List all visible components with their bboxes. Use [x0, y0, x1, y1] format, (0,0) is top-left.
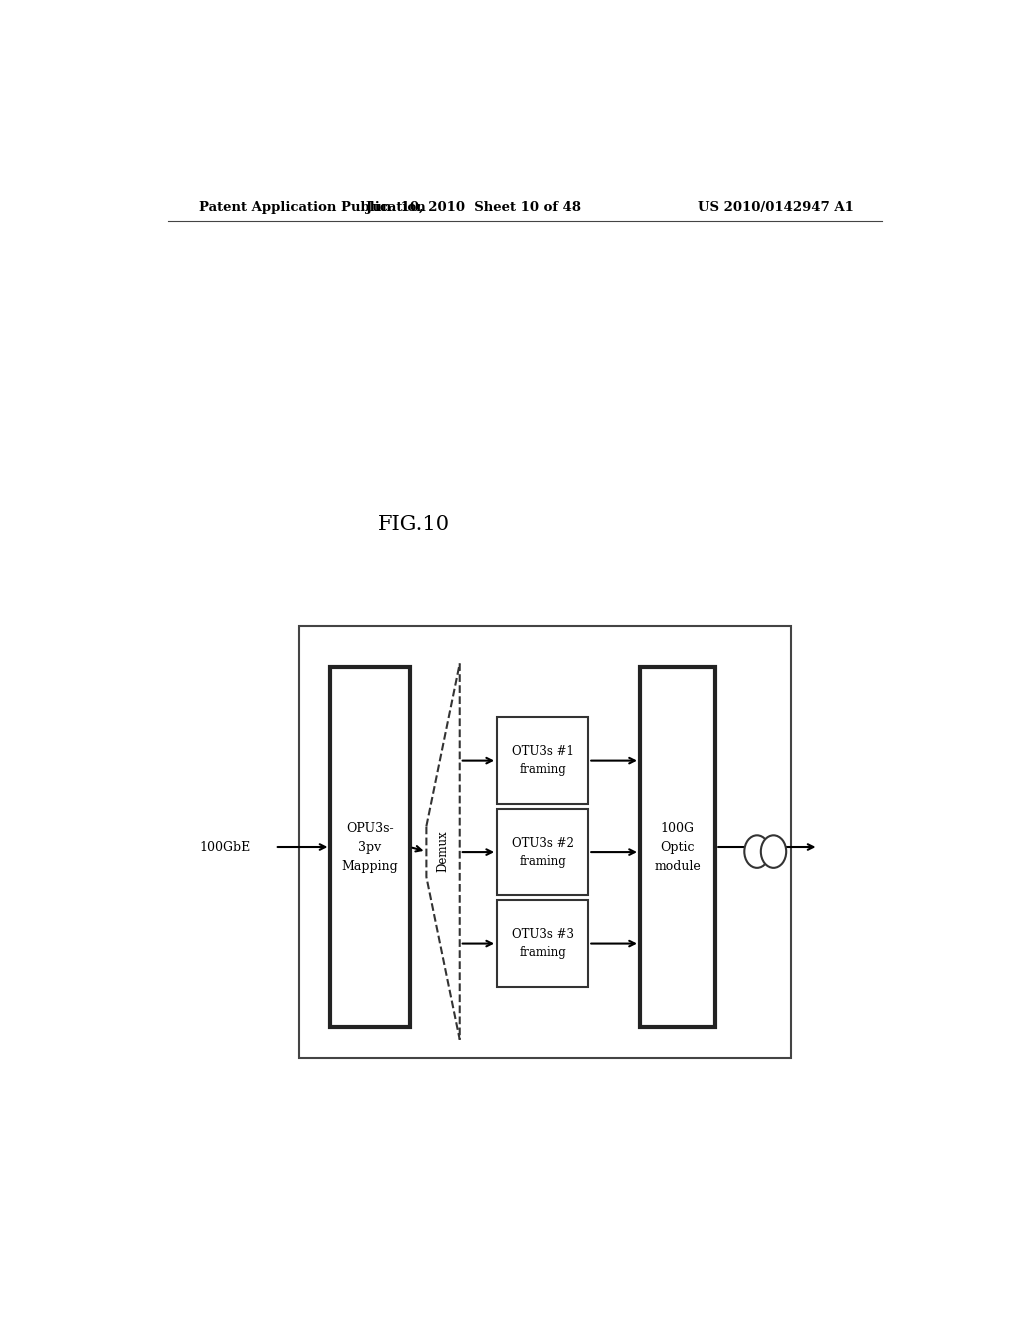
Text: 100GbE: 100GbE — [200, 841, 251, 854]
Text: OPU3s-
3pv
Mapping: OPU3s- 3pv Mapping — [342, 821, 398, 873]
Bar — [497, 718, 589, 804]
Circle shape — [761, 836, 786, 867]
Bar — [640, 667, 715, 1027]
Text: Patent Application Publication: Patent Application Publication — [200, 201, 426, 214]
Circle shape — [744, 836, 770, 867]
Bar — [497, 900, 589, 987]
Bar — [299, 626, 791, 1057]
Text: 100G
Optic
module: 100G Optic module — [654, 821, 701, 873]
Text: Demux: Demux — [436, 830, 450, 873]
Text: OTU3s #2
framing: OTU3s #2 framing — [512, 837, 573, 867]
Text: FIG.10: FIG.10 — [378, 515, 450, 533]
Bar — [331, 667, 410, 1027]
Text: OTU3s #1
framing: OTU3s #1 framing — [512, 744, 573, 776]
Text: US 2010/0142947 A1: US 2010/0142947 A1 — [698, 201, 854, 214]
Text: Jun. 10, 2010  Sheet 10 of 48: Jun. 10, 2010 Sheet 10 of 48 — [366, 201, 581, 214]
Text: OTU3s #3
framing: OTU3s #3 framing — [512, 928, 573, 960]
Bar — [497, 809, 589, 895]
Polygon shape — [426, 664, 460, 1040]
